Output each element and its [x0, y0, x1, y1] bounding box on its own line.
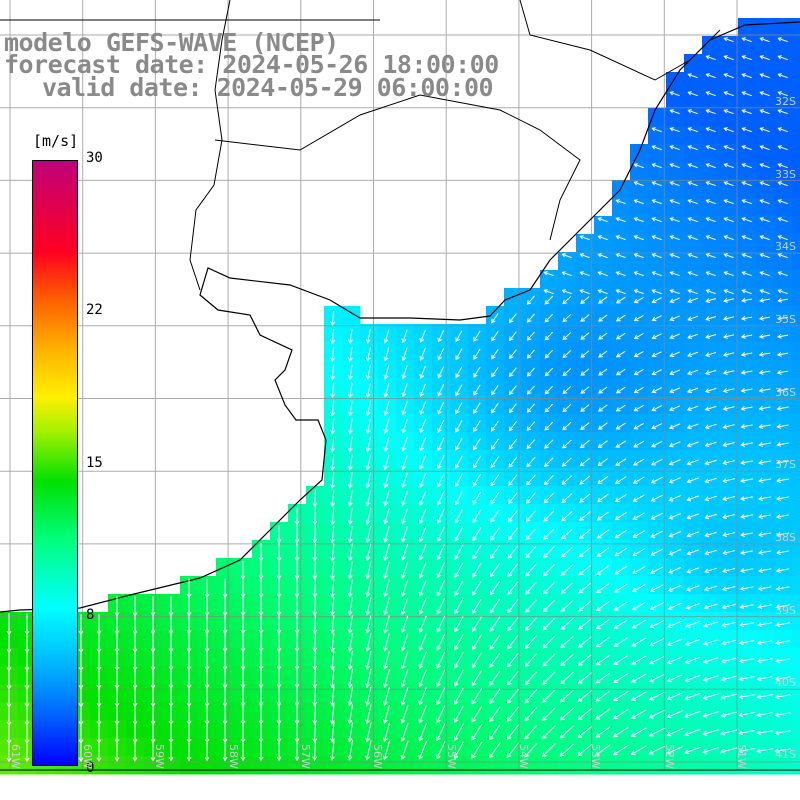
lon-label-57w: 57W: [299, 744, 312, 769]
colorbar-tick-8: 8: [86, 607, 95, 623]
sea-cells: [0, 18, 800, 775]
lon-label-52w: 52W: [663, 744, 676, 769]
lat-label-33s: 33S: [775, 168, 796, 181]
lon-label-55w: 55W: [445, 744, 458, 769]
lat-lon-grid: [0, 0, 800, 770]
lat-label-37s: 37S: [775, 458, 796, 471]
colorbar: [32, 160, 78, 766]
valid-date: valid date: 2024-05-29 06:00:00: [42, 73, 494, 102]
lon-label-61w: 61W: [9, 744, 22, 769]
colorbar-tick-30: 30: [86, 150, 103, 166]
lat-label-39s: 39S: [775, 604, 796, 617]
coastline: [0, 21, 800, 613]
colorbar-tick-15: 15: [86, 455, 103, 471]
lat-label-38s: 38S: [775, 531, 796, 544]
border-line: [214, 94, 581, 241]
model-title: modelo GEFS-WAVE (NCEP): [4, 28, 339, 57]
lat-label-34s: 34S: [775, 240, 796, 253]
lat-label-35s: 35S: [775, 313, 796, 326]
lat-label-36s: 36S: [775, 386, 796, 399]
colorbar-tick-22: 22: [86, 302, 103, 318]
lon-label-51w: 51W: [735, 744, 748, 769]
lon-label-59w: 59W: [153, 744, 166, 769]
lat-label-40s: 40S: [775, 676, 796, 689]
lat-label-41s: 41S: [775, 748, 796, 761]
border-line: [519, 0, 721, 81]
wind-arrows: [6, 37, 791, 763]
colorbar-tick-0: 0: [86, 760, 95, 776]
forecast-date: forecast date: 2024-05-26 18:00:00: [4, 50, 499, 79]
lon-label-60w: 60W: [81, 744, 94, 769]
lon-label-53w: 53W: [589, 744, 602, 769]
lon-label-56w: 56W: [371, 744, 384, 769]
colorbar-unit: [m/s]: [33, 132, 79, 150]
border-line: [189, 0, 231, 291]
lon-label-54w: 54W: [517, 744, 530, 769]
lon-label-58w: 58W: [227, 744, 240, 769]
lat-label-32s: 32S: [775, 95, 796, 108]
